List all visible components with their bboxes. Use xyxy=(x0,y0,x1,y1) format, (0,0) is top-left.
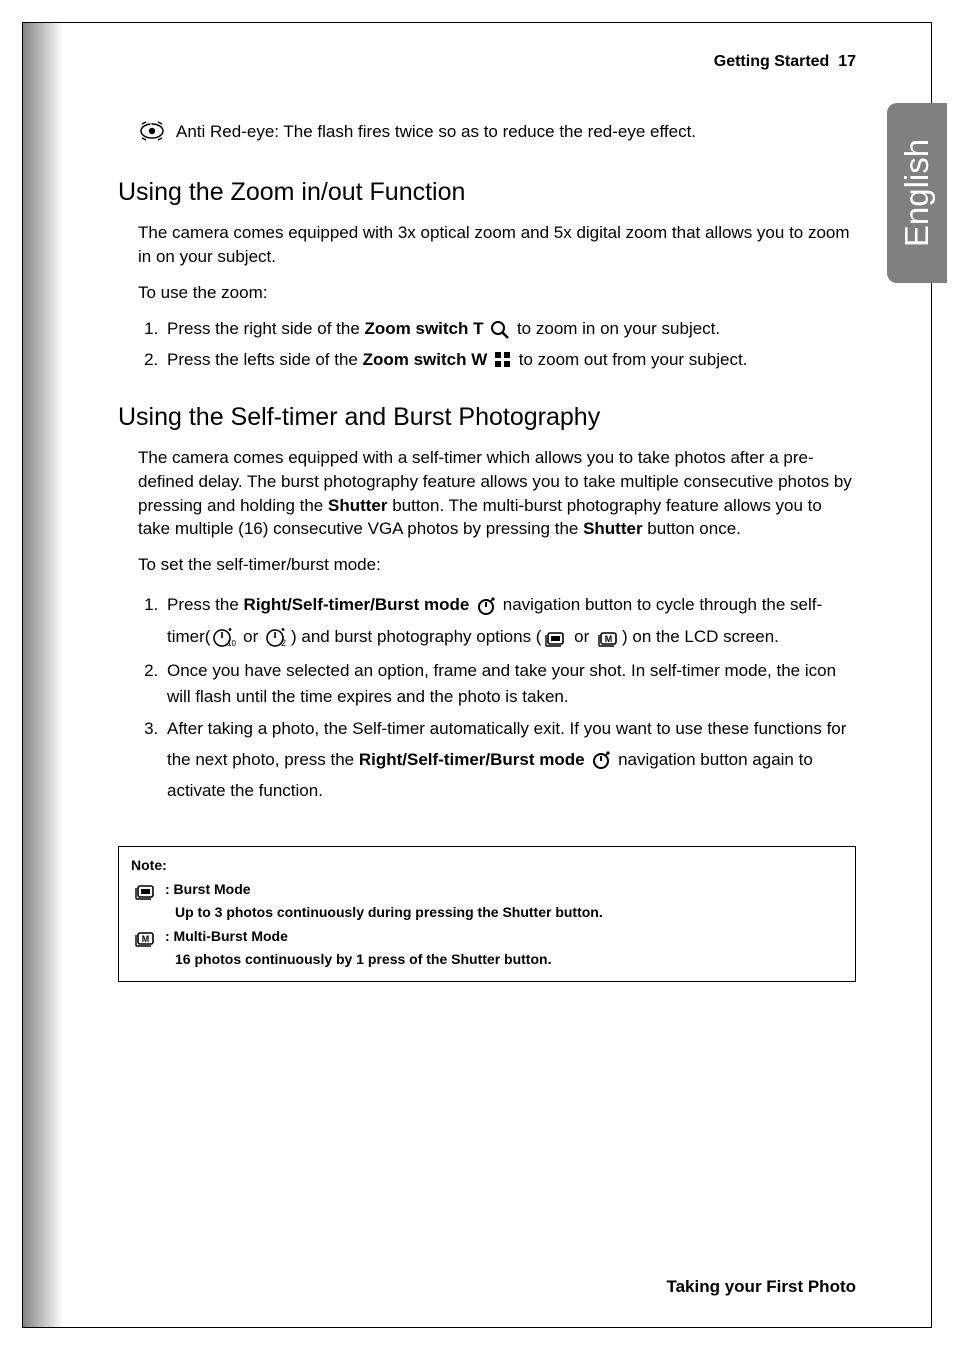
timer-list: Press the Right/Self-timer/Burst mode na… xyxy=(163,589,856,806)
redeye-text: Anti Red-eye: The flash fires twice so a… xyxy=(176,122,696,142)
note-box: Note: : Burst Mode Up to 3 photos contin… xyxy=(118,846,856,982)
note-r1-label: : Burst Mode xyxy=(165,881,251,897)
footer-label: Taking your First Photo xyxy=(666,1277,856,1297)
content-area: Getting Started 17 Anti Red-eye: The fla… xyxy=(118,53,856,1297)
note-r2-sub: 16 photos continuously by 1 press of the… xyxy=(175,951,843,967)
header-section: Getting Started xyxy=(714,53,830,70)
multiburst-icon xyxy=(596,628,620,648)
note-title: Note: xyxy=(131,857,843,873)
timer-icon xyxy=(591,750,611,770)
timer-p2: To set the self-timer/burst mode: xyxy=(138,553,856,577)
txt: ) on the LCD screen. xyxy=(622,627,779,646)
zoom-list: Press the right side of the Zoom switch … xyxy=(163,316,856,373)
txt: to zoom out from your subject. xyxy=(514,350,747,369)
timer-li3: After taking a photo, the Self-timer aut… xyxy=(163,714,856,806)
txt: ) and burst photography options ( xyxy=(291,627,541,646)
txt: button once. xyxy=(643,519,741,538)
language-tab: English xyxy=(887,103,947,283)
note-r2-label: : Multi-Burst Mode xyxy=(165,928,288,944)
txt-bold: Right/Self-timer/Burst mode xyxy=(359,750,585,769)
timer-icon xyxy=(476,596,496,616)
zoom-li1: Press the right side of the Zoom switch … xyxy=(163,316,856,342)
zoom-title: Using the Zoom in/out Function xyxy=(118,178,856,207)
burst-icon xyxy=(133,881,159,903)
zoom-p1: The camera comes equipped with 3x optica… xyxy=(138,221,856,269)
page-frame: English Getting Started 17 Anti Red-eye:… xyxy=(22,22,932,1328)
txt-bold: Zoom switch T xyxy=(365,319,484,338)
txt-bold: Zoom switch W xyxy=(363,350,488,369)
note-row-burst: : Burst Mode xyxy=(131,881,843,903)
burst-icon xyxy=(543,628,567,648)
txt: to zoom in on your subject. xyxy=(512,319,720,338)
txt: Press the lefts side of the xyxy=(167,350,363,369)
zoom-out-icon xyxy=(494,351,512,369)
timer-title: Using the Self-timer and Burst Photograp… xyxy=(118,403,856,432)
note-row-mburst: : Multi-Burst Mode xyxy=(131,928,843,950)
redeye-line: Anti Red-eye: The flash fires twice so a… xyxy=(138,121,856,143)
txt-bold: Right/Self-timer/Burst mode xyxy=(244,595,470,614)
zoom-li2: Press the lefts side of the Zoom switch … xyxy=(163,347,856,373)
lang-tab-label: English xyxy=(898,139,936,247)
zoom-p2: To use the zoom: xyxy=(138,281,856,305)
header-label: Getting Started 17 xyxy=(118,53,856,71)
txt: Press the xyxy=(167,595,244,614)
timer10-icon xyxy=(212,627,236,649)
left-gradient xyxy=(23,23,63,1327)
txt: or xyxy=(569,627,594,646)
txt-bold: Shutter xyxy=(583,519,643,538)
timer2-icon xyxy=(265,627,289,649)
txt: or xyxy=(238,627,263,646)
note-r1-sub: Up to 3 photos continuously during press… xyxy=(175,904,843,920)
timer-li1: Press the Right/Self-timer/Burst mode na… xyxy=(163,589,856,654)
multiburst-icon xyxy=(133,928,159,950)
zoom-in-icon xyxy=(490,320,510,340)
header-page: 17 xyxy=(838,53,856,70)
timer-p1: The camera comes equipped with a self-ti… xyxy=(138,446,856,541)
txt-bold: Shutter xyxy=(328,496,388,515)
timer-li2: Once you have selected an option, frame … xyxy=(163,658,856,711)
txt: Press the right side of the xyxy=(167,319,365,338)
anti-redeye-icon xyxy=(140,121,166,143)
